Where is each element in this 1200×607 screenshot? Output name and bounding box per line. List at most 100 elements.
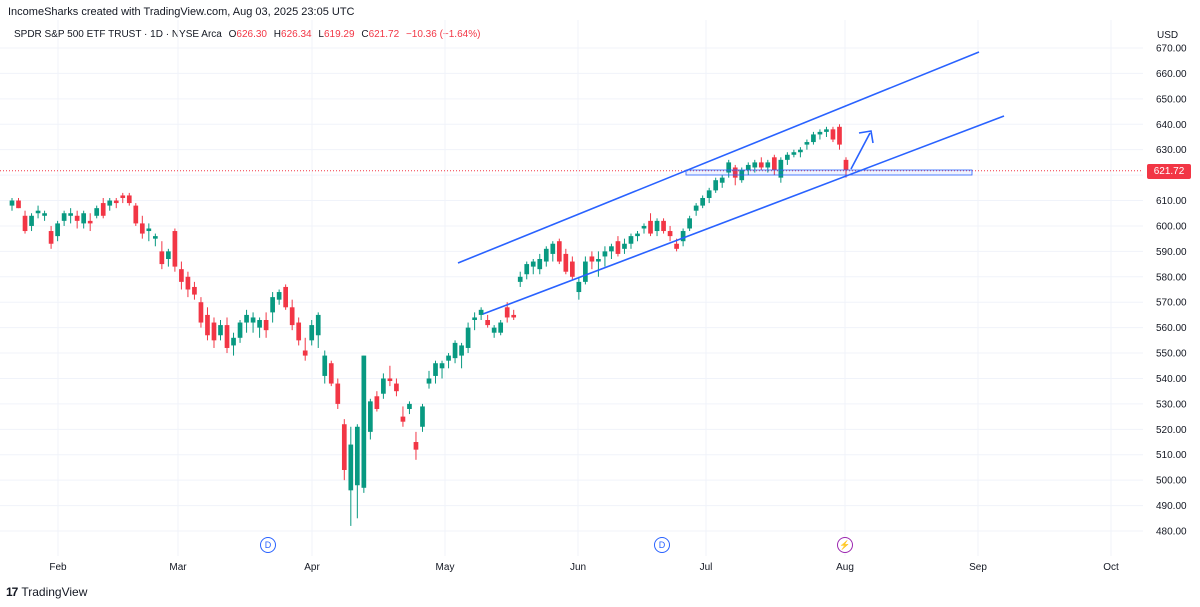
candle-body (680, 231, 686, 242)
tradingview-logo[interactable]: 17 TradingView (6, 585, 87, 599)
candle-body (583, 261, 588, 282)
candle-body (211, 322, 217, 341)
y-tick-label: 590.00 (1156, 247, 1187, 258)
low-value: 619.29 (323, 29, 355, 40)
candle-body (179, 269, 184, 282)
candle-body (100, 203, 106, 216)
y-tick-label: 520.00 (1156, 425, 1187, 436)
candle-body (185, 276, 191, 290)
candle-body (322, 355, 328, 376)
y-tick-label: 530.00 (1156, 399, 1187, 410)
candle-body (732, 167, 738, 178)
change-value: −10.36 (−1.64%) (405, 29, 481, 40)
logo-icon: 17 (6, 585, 18, 599)
candle-body (811, 134, 816, 143)
candle-body (55, 223, 60, 237)
candle-body (368, 401, 373, 432)
dividend-marker[interactable]: D (260, 537, 276, 553)
candle-body (700, 197, 706, 206)
candle-body (693, 205, 699, 211)
candle-body (765, 162, 771, 168)
candle-body (61, 213, 67, 221)
candle-body (452, 342, 458, 359)
candle-body (426, 378, 432, 384)
candle-body (374, 396, 380, 409)
candle-body (785, 154, 790, 160)
candle-body (661, 220, 666, 232)
time-axis[interactable]: Feb Mar Apr May Jun Jul Aug Sep Oct (49, 562, 1119, 573)
candle-body (635, 233, 640, 237)
event-marker[interactable]: ⚡ (837, 537, 853, 553)
y-tick-label: 600.00 (1156, 221, 1187, 232)
currency-label[interactable]: USD (1157, 30, 1179, 41)
candle-body (139, 223, 145, 234)
candle-body (433, 363, 438, 376)
x-tick-label: Aug (836, 562, 854, 573)
candle-body (244, 314, 249, 323)
candle-body (302, 350, 308, 356)
candle-body (16, 200, 21, 209)
candle-body (628, 236, 634, 244)
candle-body (198, 302, 204, 323)
candle-body (648, 220, 653, 234)
candle-body (472, 317, 477, 321)
candle-body (511, 314, 517, 318)
grid (0, 20, 1143, 556)
candle-body (517, 276, 523, 282)
candle-body (465, 327, 471, 348)
candle-body (74, 215, 80, 221)
candle-body (113, 200, 119, 204)
channel-lower-line (482, 115, 1005, 315)
x-tick-label: Feb (49, 562, 67, 573)
price-axis[interactable]: 480.00 490.00 500.00 510.00 520.00 530.00 540.… (1156, 44, 1187, 538)
candle-body (596, 258, 601, 262)
x-tick-label: May (436, 562, 455, 573)
candle-body (556, 241, 562, 262)
candle-body (706, 190, 712, 198)
open-key: O (228, 29, 237, 40)
candle-body (771, 157, 777, 171)
candle-body (446, 355, 451, 361)
candle-body (719, 177, 725, 183)
candle-body (778, 159, 784, 178)
candle-body (459, 345, 464, 356)
candle-body (804, 142, 810, 145)
candle-body (309, 325, 315, 341)
dividend-marker[interactable]: D (654, 537, 670, 553)
candle-body (543, 248, 549, 262)
support-zone (685, 169, 973, 176)
candle-body (589, 256, 595, 262)
candle-body (94, 208, 100, 216)
y-tick-label: 560.00 (1156, 323, 1187, 334)
open-value: 626.30 (236, 29, 267, 40)
symbol-name[interactable]: SPDR S&P 500 ETF TRUST · 1D · NYSE Arca (14, 29, 222, 40)
candle-body (263, 320, 269, 331)
low-key: L (318, 29, 324, 40)
candle-body (289, 307, 295, 326)
y-tick-label: 580.00 (1156, 272, 1187, 283)
candle-body (29, 215, 34, 226)
chart-attribution: IncomeSharks created with TradingView.co… (8, 6, 355, 18)
candle-body (498, 322, 504, 333)
candle-body (576, 281, 582, 293)
y-tick-label: 480.00 (1156, 527, 1187, 538)
candle-body (354, 426, 360, 486)
y-tick-label: 550.00 (1156, 349, 1187, 360)
candle-body (602, 251, 608, 257)
x-tick-label: Jul (700, 562, 713, 573)
candle-body (830, 129, 836, 140)
candle-body (478, 309, 484, 315)
y-tick-label: 500.00 (1156, 476, 1187, 487)
close-value: 621.72 (368, 29, 400, 40)
candle-body (407, 403, 412, 409)
candle-body (341, 424, 347, 470)
candle-body (283, 286, 289, 308)
logo-text: TradingView (21, 585, 88, 599)
y-tick-label: 540.00 (1156, 374, 1187, 385)
drawings[interactable] (457, 51, 1005, 315)
candle-body (120, 195, 126, 198)
last-price-tag: 621.72 (1147, 164, 1191, 179)
y-tick-label: 650.00 (1156, 94, 1187, 105)
candle-body (126, 195, 132, 204)
